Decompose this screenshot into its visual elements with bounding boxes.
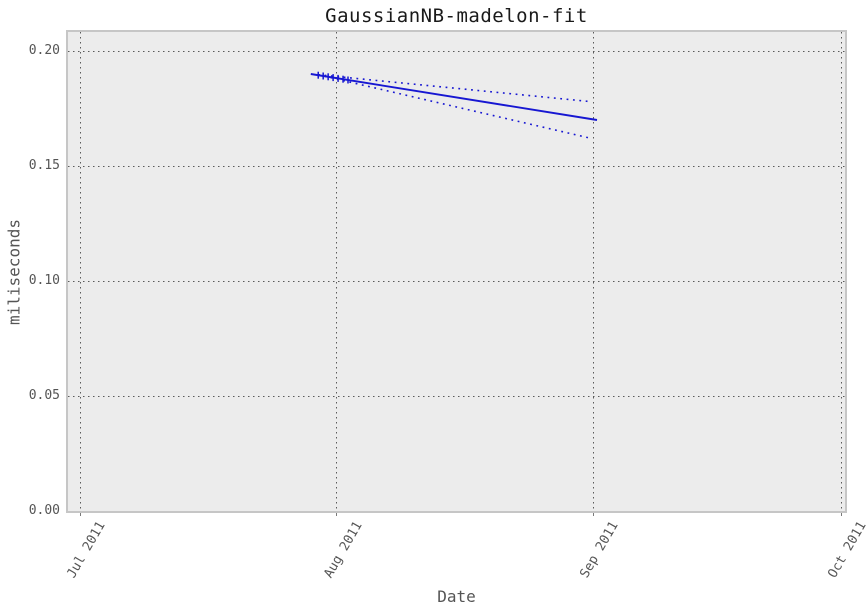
x-tick-mark	[841, 513, 842, 516]
y-tick-label: 0.00	[28, 503, 60, 518]
y-tick-label: 0.15	[28, 158, 60, 173]
y-gridline	[68, 166, 845, 167]
y-tick-label: 0.10	[28, 273, 60, 288]
x-gridline	[336, 32, 338, 511]
x-tick-label: Oct 2011	[825, 519, 867, 581]
series-lower-confidence-bound	[318, 73, 592, 140]
x-gridline	[80, 32, 81, 511]
plot-area	[66, 30, 847, 513]
x-tick-mark	[80, 513, 81, 516]
series-layer	[310, 71, 598, 140]
x-axis-title: Date	[437, 587, 476, 606]
y-tick-label: 0.20	[28, 43, 60, 58]
y-gridline	[68, 396, 845, 397]
x-tick-mark	[592, 513, 594, 516]
x-tick-mark	[336, 513, 338, 516]
x-gridline	[592, 32, 594, 511]
y-gridline	[68, 51, 845, 52]
y-gridline	[68, 281, 845, 282]
series-fit-time-trend	[310, 73, 598, 121]
y-tick-label: 0.05	[28, 388, 60, 403]
x-tick-label: Sep 2011	[577, 519, 622, 581]
series-upper-confidence-bound	[318, 73, 591, 103]
x-tick-label: Jul 2011	[64, 519, 109, 581]
x-gridline	[841, 32, 842, 511]
x-tick-label: Aug 2011	[321, 519, 366, 581]
chart-title: GaussianNB-madelon-fit	[325, 5, 588, 27]
grid-layer	[68, 32, 845, 511]
